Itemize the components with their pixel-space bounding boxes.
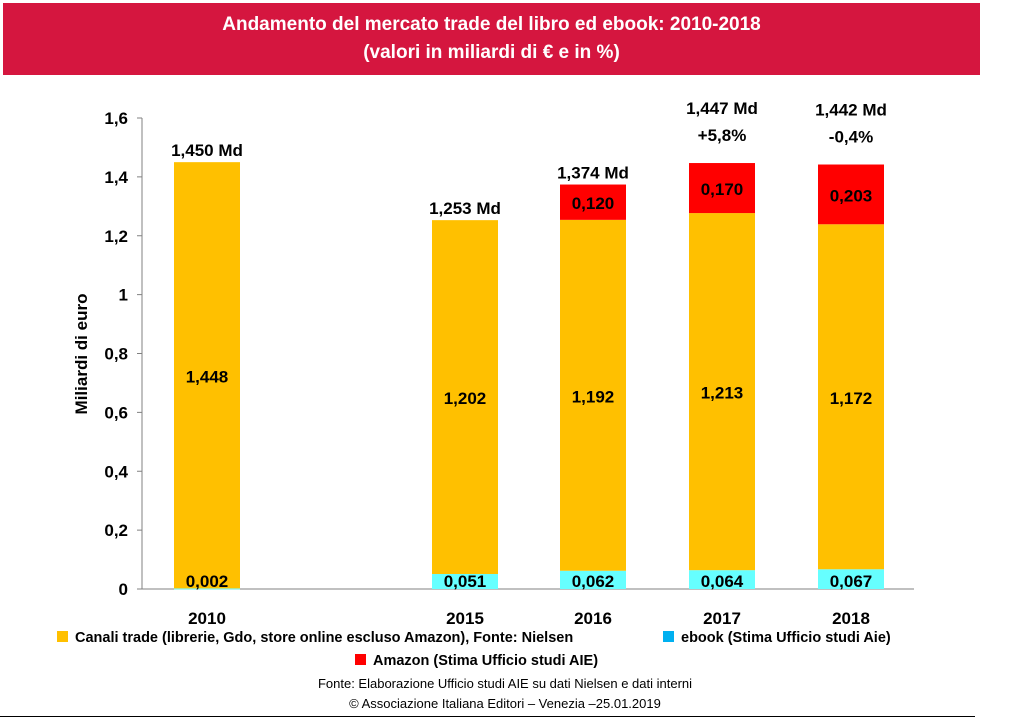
legend-label: ebook (Stima Ufficio studi Aie)	[681, 630, 891, 646]
data-label: 0,120	[572, 194, 615, 213]
bar-segment	[689, 163, 755, 214]
y-axis-title: Miliardi di euro	[72, 294, 91, 415]
chart-subtitle: (valori in miliardi di € e in %)	[363, 42, 620, 63]
change-label: +5,8%	[698, 126, 747, 145]
total-label: 1,447 Md	[686, 99, 758, 118]
x-tick-label: 2017	[703, 609, 741, 628]
data-label: 1,202	[444, 389, 487, 408]
y-tick-label: 0	[119, 580, 128, 599]
bar-segment	[689, 570, 755, 589]
x-tick-label: 2016	[574, 609, 612, 628]
y-tick-label: 1,4	[104, 168, 128, 187]
x-axis: 2010 2015 2016 2017 2018	[142, 588, 914, 628]
data-label: 0,002	[186, 572, 229, 591]
legend-swatch	[355, 654, 366, 665]
legend: Canali trade (librerie, Gdo, store onlin…	[57, 630, 891, 669]
bar-segment	[174, 162, 240, 589]
y-tick-label: 0,6	[104, 403, 128, 422]
x-tick-label: 2015	[446, 609, 484, 628]
x-tick-label: 2010	[188, 609, 226, 628]
bar-segment	[174, 588, 240, 590]
data-label: 0,067	[830, 572, 873, 591]
data-label: 0,064	[701, 572, 744, 591]
bar-segment	[818, 164, 884, 225]
total-label: 1,253 Md	[429, 199, 501, 218]
bar-segment	[818, 569, 884, 589]
bars	[174, 162, 884, 590]
change-label: -0,4%	[829, 128, 873, 147]
title-banner: Andamento del mercato trade del libro ed…	[3, 3, 980, 75]
copyright-note: © Associazione Italiana Editori – Venezi…	[349, 696, 661, 711]
data-labels: 0,002 1,448 0,051 1,202 0,062 1,192 0,120 0,064…	[171, 99, 887, 591]
total-label: 1,450 Md	[171, 141, 243, 160]
y-tick-label: 0,4	[104, 462, 128, 481]
bar-segment	[432, 220, 498, 574]
data-label: 1,213	[701, 384, 744, 403]
data-label: 1,172	[830, 389, 873, 408]
bar-segment	[560, 184, 626, 220]
y-tick-label: 1	[119, 286, 128, 305]
data-label: 0,170	[701, 180, 744, 199]
bar-segment	[818, 224, 884, 570]
total-label: 1,442 Md	[815, 101, 887, 120]
y-tick-label: 0,8	[104, 345, 128, 364]
chart-title: Andamento del mercato trade del libro ed…	[222, 14, 761, 35]
bar-segment	[560, 570, 626, 589]
legend-label: Canali trade (librerie, Gdo, store onlin…	[75, 630, 573, 646]
data-label: 0,062	[572, 572, 615, 591]
y-tick-label: 1,6	[104, 109, 128, 128]
y-tick-label: 1,2	[104, 227, 128, 246]
data-label: 1,448	[186, 367, 229, 386]
legend-label: Amazon (Stima Ufficio studi AIE)	[373, 653, 598, 669]
data-label: 0,203	[830, 186, 873, 205]
total-label: 1,374 Md	[557, 164, 629, 183]
y-tick-label: 0,2	[104, 521, 128, 540]
legend-swatch	[57, 631, 68, 642]
footer-rule	[0, 716, 975, 717]
legend-swatch	[663, 631, 674, 642]
source-note: Fonte: Elaborazione Ufficio studi AIE su…	[317, 676, 693, 691]
data-label: 0,051	[444, 572, 487, 591]
x-tick-label: 2018	[832, 609, 870, 628]
data-label: 1,192	[572, 387, 615, 406]
bar-segment	[560, 219, 626, 571]
bar-segment	[432, 573, 498, 589]
y-axis: 0 0,2 0,4 0,6 0,8 1 1,2 1,4 1,6 Miliardi di euro	[72, 109, 143, 599]
bar-segment	[689, 213, 755, 571]
